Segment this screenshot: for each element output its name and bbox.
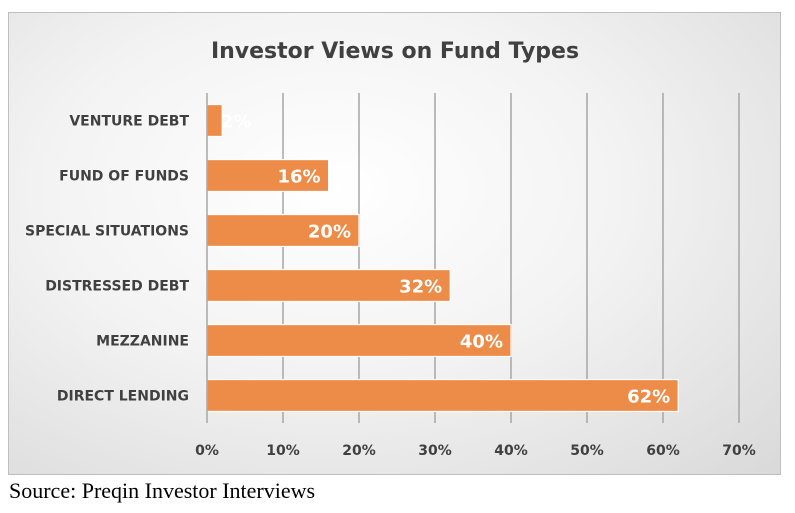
data-label: 16% <box>278 167 321 188</box>
data-label: 20% <box>308 222 351 243</box>
bar <box>206 378 679 413</box>
data-label: 40% <box>460 332 503 353</box>
x-tick-label: 40% <box>494 443 528 459</box>
bar <box>206 268 451 303</box>
x-tick-label: 0% <box>195 443 219 459</box>
x-tick-label: 50% <box>570 443 604 459</box>
bar-chart: Investor Views on Fund Types 2% 16% 20% 32%… <box>25 39 756 459</box>
bar <box>206 213 360 248</box>
x-tick-label: 20% <box>342 443 376 459</box>
x-tick-label: 70% <box>722 443 756 459</box>
data-label: 32% <box>399 277 442 298</box>
x-axis-ticks: 0% 10% 20% 30% 40% 50% 60% 70% <box>195 443 756 459</box>
category-label: FUND OF FUNDS <box>59 169 189 185</box>
gridlines <box>282 93 740 423</box>
source-note: Source: Preqin Investor Interviews <box>9 478 316 503</box>
x-tick-label: 60% <box>646 443 680 459</box>
category-label: SPECIAL SITUATIONS <box>25 224 189 240</box>
bar <box>206 103 223 138</box>
x-tick-label: 10% <box>266 443 300 459</box>
category-label: DIRECT LENDING <box>57 389 189 405</box>
category-label: DISTRESSED DEBT <box>45 279 189 295</box>
data-label: 62% <box>627 387 670 408</box>
chart-area: Investor Views on Fund Types 2% 16% 20% 32%… <box>8 12 781 475</box>
category-label: MEZZANINE <box>96 334 189 350</box>
chart-title: Investor Views on Fund Types <box>211 39 579 64</box>
bars: 2% 16% 20% 32% 40% 62% <box>206 103 679 413</box>
category-labels: VENTURE DEBT FUND OF FUNDS SPECIAL SITUATI… <box>25 114 189 405</box>
data-label: 2% <box>221 112 252 133</box>
x-tick-label: 30% <box>418 443 452 459</box>
category-label: VENTURE DEBT <box>69 114 189 130</box>
